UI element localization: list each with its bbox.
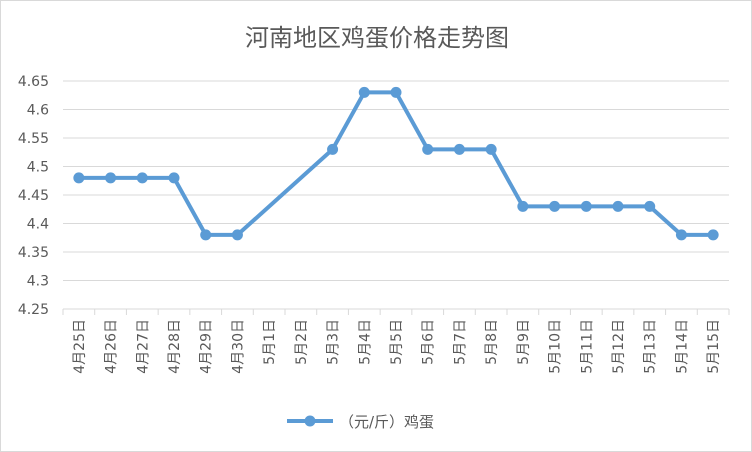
x-tick-label: 5月8日 [484, 319, 500, 365]
chart-title: 河南地区鸡蛋价格走势图 [245, 24, 509, 52]
x-tick-label: 5月13日 [643, 319, 659, 374]
data-point [168, 172, 180, 184]
data-point [358, 86, 370, 98]
x-tick-label: 5月3日 [326, 319, 342, 365]
y-tick-label: 4.4 [27, 217, 49, 233]
x-tick-label: 4月30日 [230, 319, 246, 374]
x-tick-label: 5月2日 [294, 319, 310, 365]
data-point [327, 143, 339, 155]
data-point [485, 143, 497, 155]
data-point [390, 86, 402, 98]
y-tick-label: 4.25 [18, 302, 49, 318]
data-point [453, 143, 465, 155]
y-tick-label: 4.35 [18, 245, 49, 261]
data-point [73, 172, 85, 184]
data-point [136, 172, 148, 184]
x-tick-label: 5月15日 [706, 319, 722, 374]
data-point [707, 229, 719, 241]
x-tick-label: 5月5日 [389, 319, 405, 365]
data-point [422, 143, 434, 155]
y-tick-label: 4.65 [18, 74, 49, 90]
y-axis-tick-labels: 4.25 4.3 4.35 4.4 4.45 4.5 4.55 4.6 4.65 [18, 74, 49, 318]
x-tick-label: 5月14日 [674, 319, 690, 374]
x-tick-label: 5月10日 [548, 319, 564, 374]
series-line [76, 90, 716, 237]
data-point [105, 172, 117, 184]
x-tick-label: 5月7日 [452, 319, 468, 365]
data-point [549, 200, 561, 212]
data-point [644, 200, 656, 212]
data-point [200, 229, 212, 241]
y-tick-label: 4.6 [27, 103, 49, 119]
y-tick-label: 4.5 [27, 160, 49, 176]
data-point [580, 200, 592, 212]
y-tick-label: 4.45 [18, 188, 49, 204]
x-tick-label: 5月1日 [262, 319, 278, 365]
x-tick-label: 5月6日 [421, 319, 437, 365]
data-point [517, 200, 529, 212]
x-tick-label: 4月25日 [72, 319, 88, 374]
x-tick-label: 5月11日 [579, 319, 595, 374]
legend-marker [304, 415, 316, 427]
data-point [612, 200, 624, 212]
x-tick-label: 5月12日 [611, 319, 627, 374]
series-layer [73, 86, 719, 241]
x-tick-label: 4月26日 [104, 319, 120, 374]
gridlines [63, 80, 729, 310]
data-point [675, 229, 687, 241]
x-tick-label: 4月28日 [167, 319, 183, 374]
legend: （元/斤）鸡蛋 [287, 413, 434, 431]
data-point [231, 229, 243, 241]
x-tick-label: 5月9日 [516, 319, 532, 365]
x-tick-label: 4月29日 [199, 319, 215, 374]
y-tick-label: 4.3 [27, 274, 49, 290]
x-tick-label: 5月4日 [357, 319, 373, 365]
x-axis-tick-labels: 4月25日 4月26日 4月27日 4月28日 4月29日 4月30日 5月1日 5月2日 5月… [62, 309, 730, 374]
x-tick-label: 4月27日 [135, 319, 151, 374]
y-tick-label: 4.55 [18, 131, 49, 147]
legend-label: （元/斤）鸡蛋 [339, 413, 434, 431]
